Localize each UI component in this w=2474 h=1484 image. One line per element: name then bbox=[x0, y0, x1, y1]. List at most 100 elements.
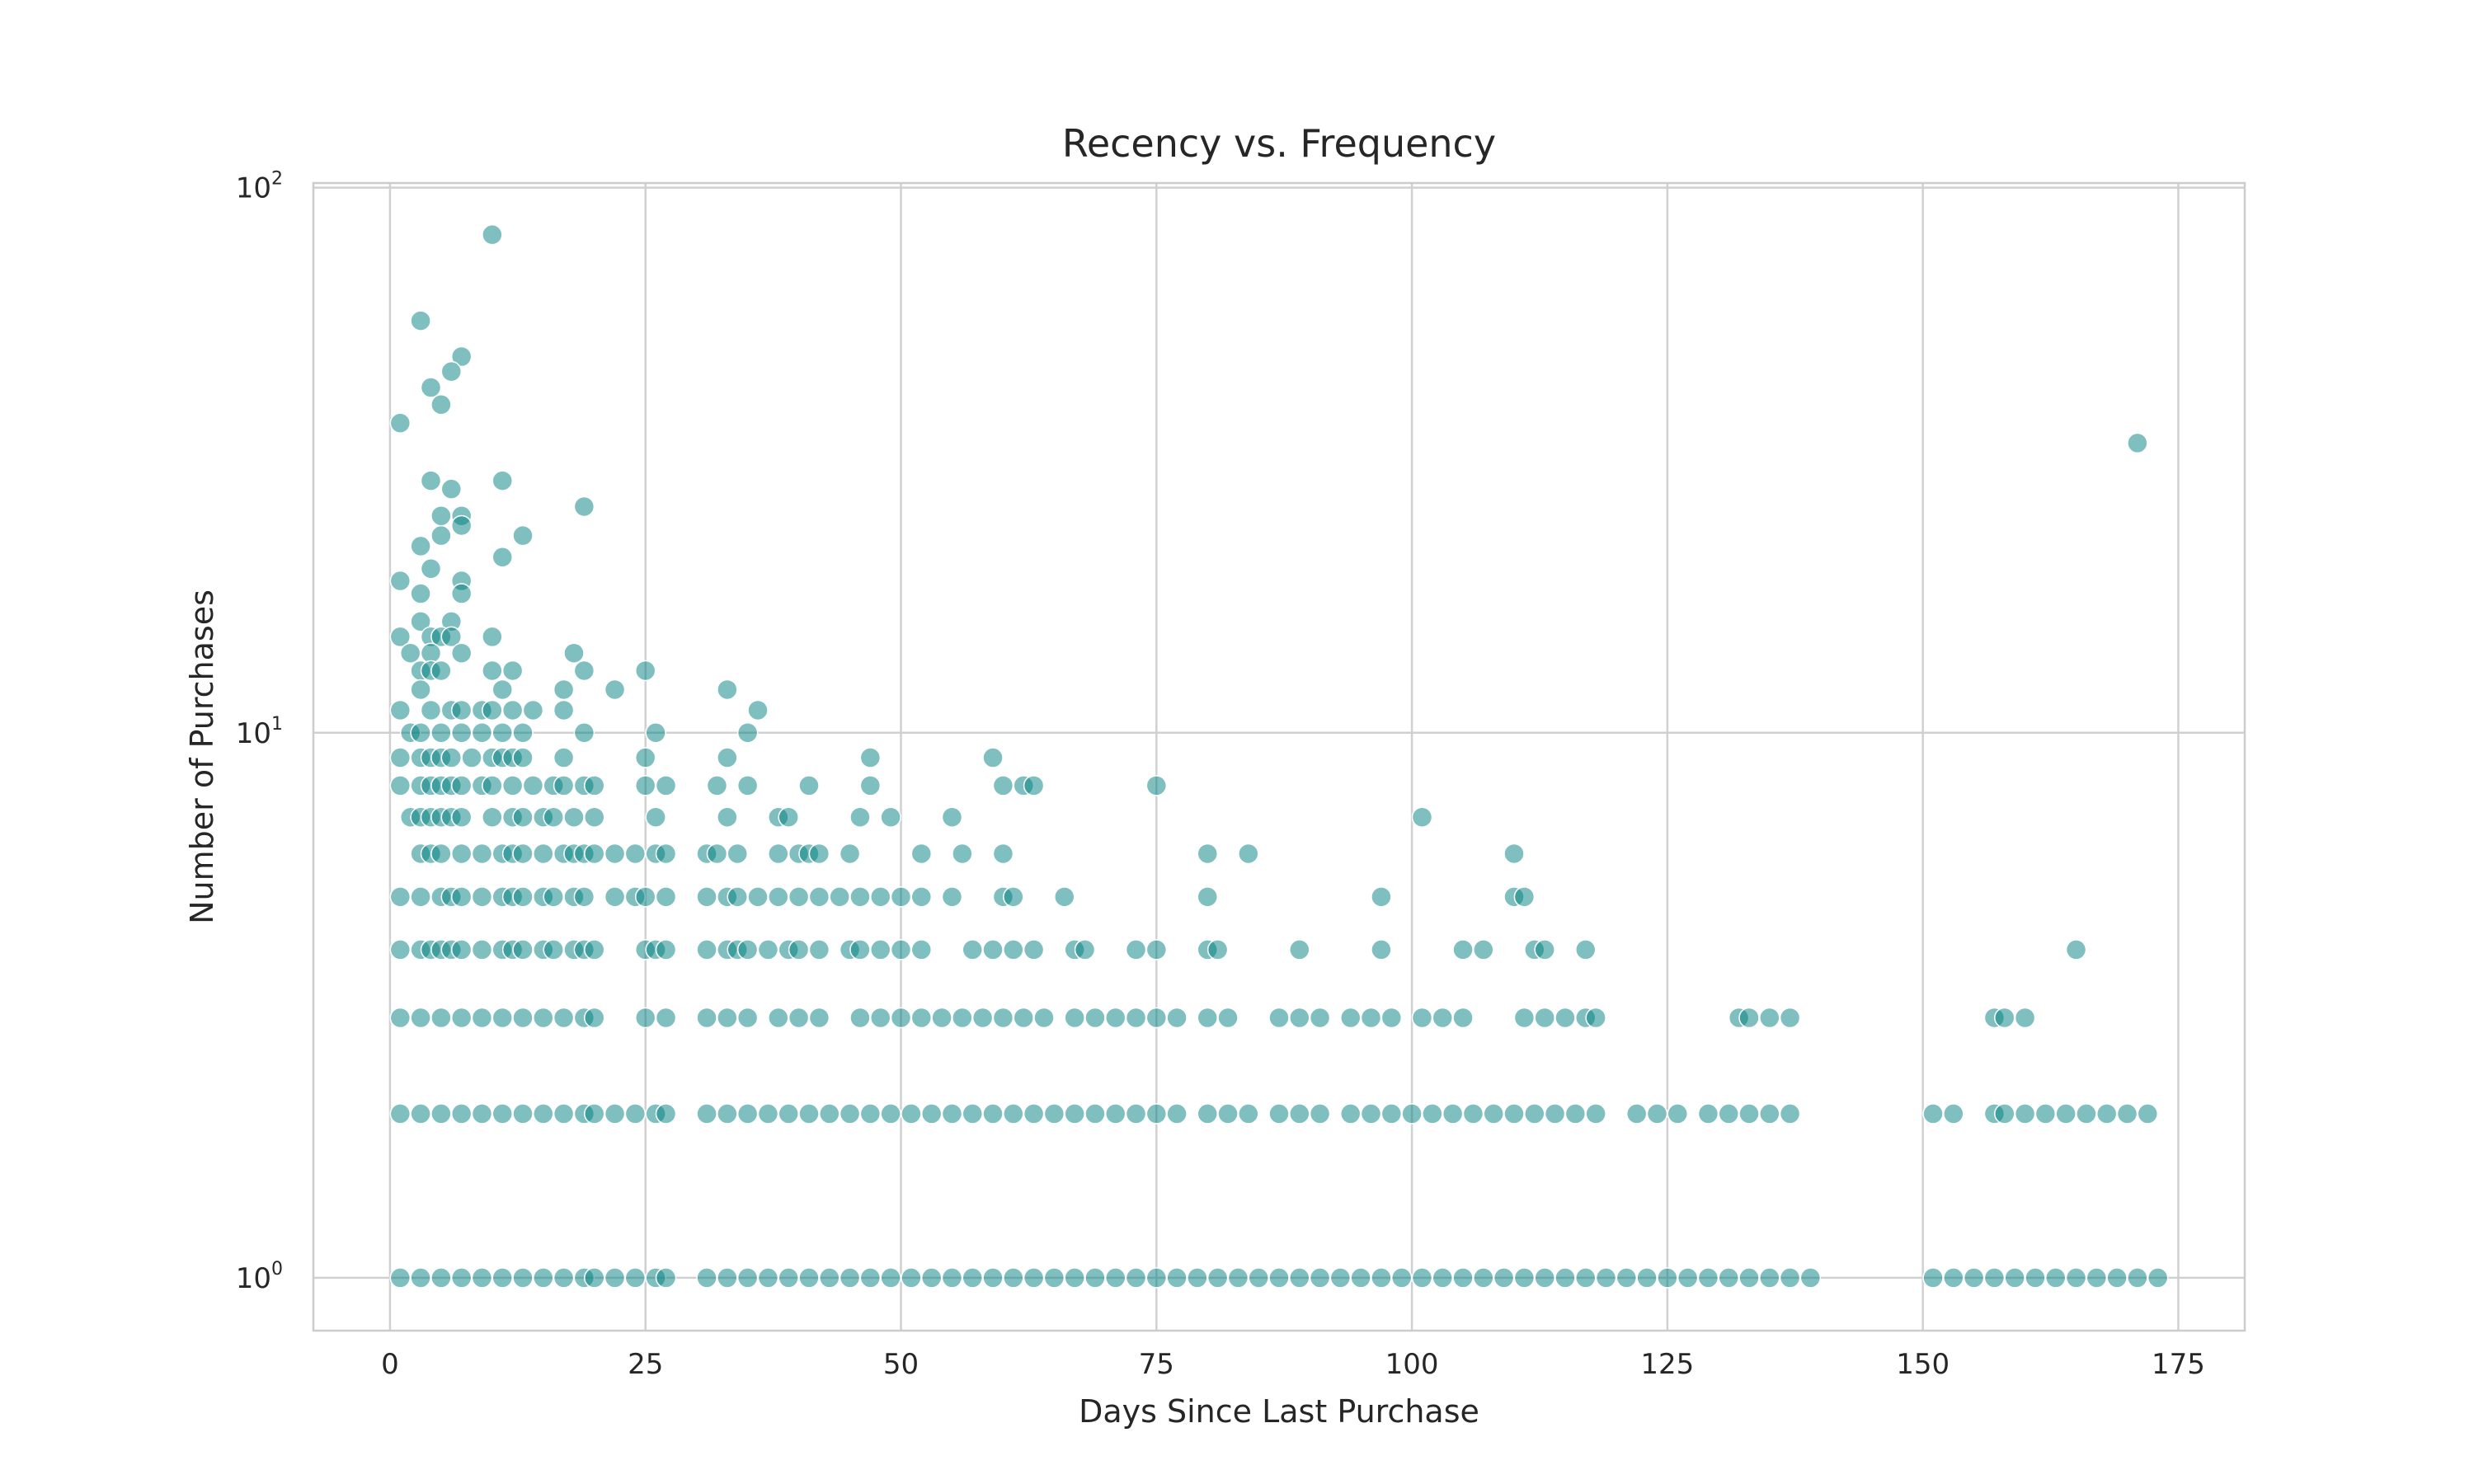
data-point bbox=[1329, 1267, 1352, 1289]
data-point bbox=[553, 679, 575, 701]
data-point bbox=[1442, 1103, 1464, 1125]
data-point bbox=[696, 1103, 717, 1125]
data-point bbox=[1187, 1267, 1208, 1289]
data-point bbox=[982, 1103, 1004, 1125]
data-point bbox=[604, 843, 626, 865]
data-point bbox=[634, 1007, 656, 1029]
data-point bbox=[512, 747, 534, 768]
data-point bbox=[757, 1103, 779, 1125]
data-point bbox=[420, 642, 442, 664]
data-point bbox=[1779, 1007, 1801, 1029]
data-point bbox=[543, 886, 564, 908]
data-point bbox=[952, 843, 973, 865]
data-point bbox=[1585, 1103, 1606, 1125]
data-point bbox=[920, 1103, 943, 1125]
data-point bbox=[1003, 1267, 1024, 1289]
data-point bbox=[1043, 1267, 1065, 1289]
data-point bbox=[389, 626, 412, 648]
data-point bbox=[634, 660, 656, 682]
data-point bbox=[482, 660, 503, 682]
data-point bbox=[1922, 1267, 1944, 1289]
x-axis-title: Days Since Last Purchase bbox=[1079, 1393, 1479, 1430]
data-point bbox=[768, 886, 789, 908]
data-point bbox=[2137, 1103, 2159, 1125]
data-point bbox=[389, 747, 412, 768]
data-point bbox=[1462, 1103, 1484, 1125]
data-point bbox=[1411, 1007, 1433, 1029]
data-point bbox=[1983, 1267, 2006, 1289]
data-point bbox=[450, 1267, 473, 1289]
data-point bbox=[808, 886, 830, 908]
data-point bbox=[910, 886, 933, 908]
data-point bbox=[1452, 1267, 1474, 1289]
data-point bbox=[410, 611, 431, 632]
data-point bbox=[634, 747, 656, 768]
data-point bbox=[410, 1007, 431, 1029]
data-point bbox=[1534, 939, 1555, 960]
data-point bbox=[920, 1267, 943, 1289]
data-point bbox=[1289, 939, 1310, 960]
data-point bbox=[553, 1267, 575, 1289]
data-point bbox=[962, 1103, 984, 1125]
data-point bbox=[2147, 1267, 2169, 1289]
data-point bbox=[859, 775, 882, 796]
data-point bbox=[992, 1007, 1014, 1029]
data-point bbox=[880, 1103, 901, 1125]
data-point bbox=[982, 1267, 1004, 1289]
data-point bbox=[553, 1103, 575, 1125]
data-point bbox=[1125, 1103, 1147, 1125]
data-point bbox=[624, 843, 647, 865]
data-point bbox=[410, 583, 431, 604]
data-point bbox=[501, 699, 524, 721]
data-point bbox=[839, 843, 861, 865]
data-point bbox=[563, 642, 585, 664]
data-point bbox=[440, 478, 463, 500]
data-point bbox=[1759, 1267, 1780, 1289]
data-point bbox=[2065, 939, 2087, 960]
data-point bbox=[1360, 1007, 1382, 1029]
data-point bbox=[450, 583, 473, 604]
data-point bbox=[1023, 1103, 1045, 1125]
data-point bbox=[1206, 1267, 1229, 1289]
data-point bbox=[2055, 1103, 2077, 1125]
data-point bbox=[553, 699, 575, 721]
data-point bbox=[1104, 1267, 1126, 1289]
data-point bbox=[624, 1103, 647, 1125]
data-point bbox=[1268, 1007, 1290, 1029]
data-point bbox=[839, 1267, 861, 1289]
data-point bbox=[1197, 1007, 1219, 1029]
data-point bbox=[1104, 1103, 1126, 1125]
data-point bbox=[1084, 1267, 1106, 1289]
data-point bbox=[543, 806, 564, 828]
data-point bbox=[1054, 886, 1075, 908]
data-point bbox=[717, 1267, 738, 1289]
data-point bbox=[1994, 1007, 2015, 1029]
x-tick-label: 100 bbox=[1385, 1348, 1439, 1381]
data-point bbox=[736, 1007, 759, 1029]
data-point bbox=[1145, 1007, 1168, 1029]
data-point bbox=[1779, 1267, 1801, 1289]
data-point bbox=[1197, 843, 1219, 865]
data-point bbox=[696, 939, 717, 960]
data-point bbox=[1145, 939, 1168, 960]
data-point bbox=[819, 1267, 840, 1289]
data-point bbox=[1268, 1103, 1290, 1125]
data-point bbox=[849, 886, 871, 908]
data-point bbox=[1166, 1007, 1188, 1029]
data-point bbox=[768, 1007, 789, 1029]
data-point bbox=[869, 886, 891, 908]
data-point bbox=[430, 1267, 452, 1289]
data-point bbox=[717, 1103, 738, 1125]
data-point bbox=[573, 722, 595, 744]
data-point bbox=[910, 1007, 933, 1029]
data-point bbox=[492, 1267, 513, 1289]
data-point bbox=[901, 1103, 922, 1125]
data-point bbox=[584, 843, 605, 865]
data-point bbox=[1350, 1267, 1371, 1289]
data-point bbox=[471, 1007, 493, 1029]
data-point bbox=[450, 345, 473, 368]
data-point bbox=[1339, 1007, 1362, 1029]
data-point bbox=[450, 1103, 473, 1125]
data-point bbox=[880, 806, 901, 828]
data-point bbox=[655, 1267, 677, 1289]
